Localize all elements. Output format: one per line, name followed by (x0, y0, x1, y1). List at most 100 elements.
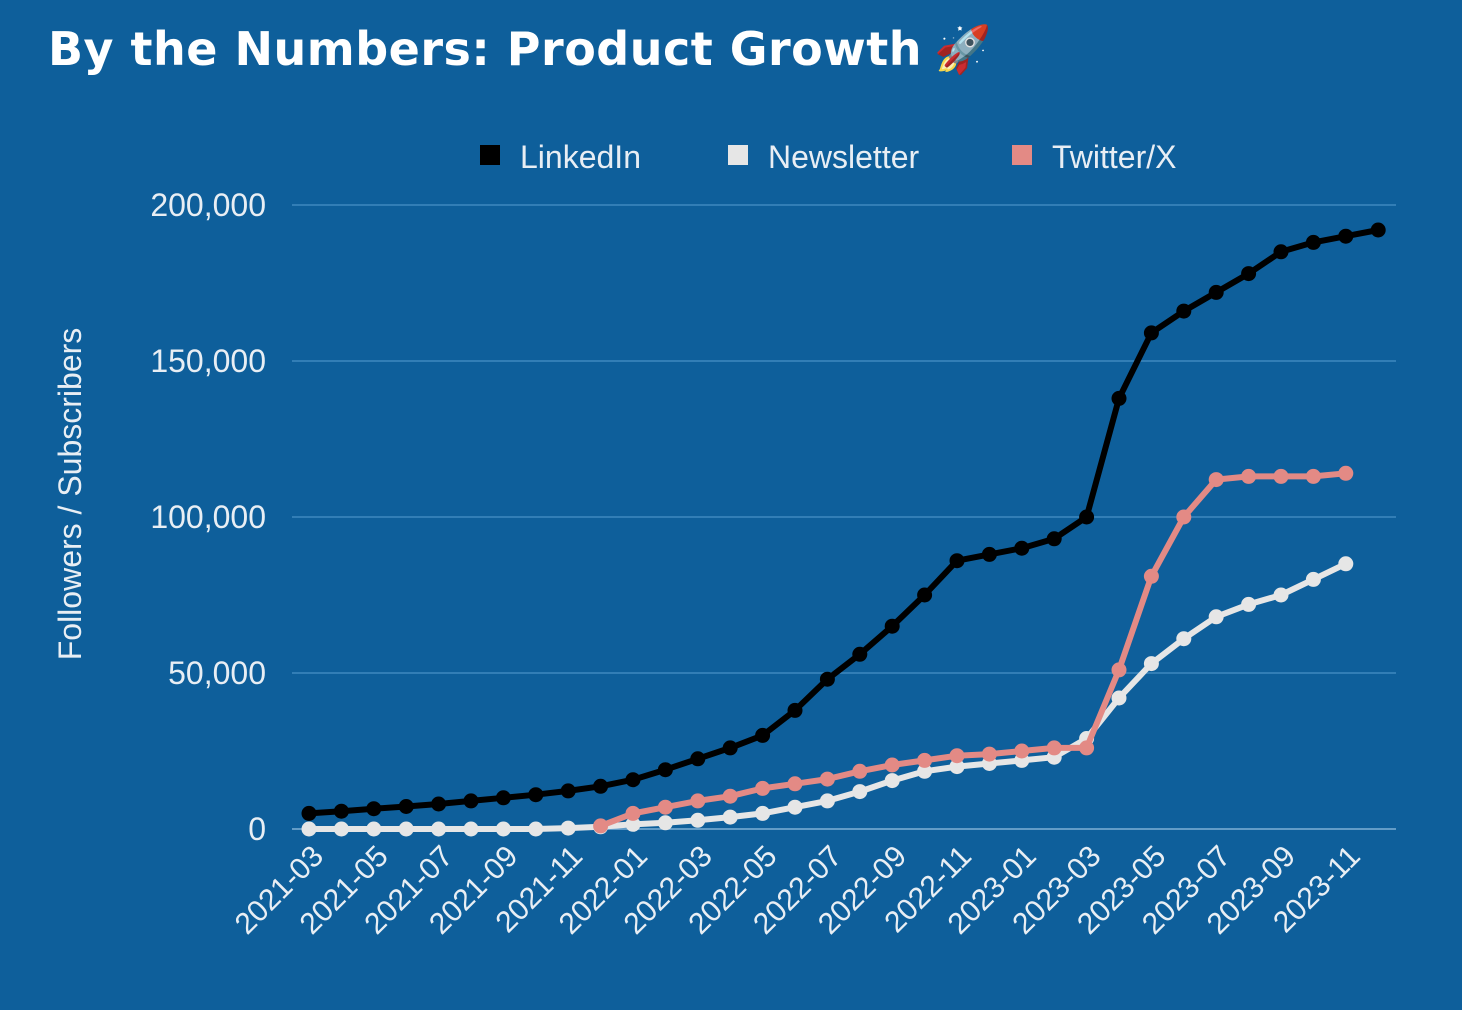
data-point (852, 784, 868, 800)
data-point (917, 763, 933, 779)
data-point (625, 772, 641, 788)
data-point (1143, 325, 1159, 341)
data-point (1176, 509, 1192, 525)
chart-title-text: By the Numbers: Product Growth (48, 22, 923, 76)
data-point (560, 783, 576, 799)
data-point (1014, 540, 1030, 556)
data-point (819, 771, 835, 787)
data-point (1208, 472, 1224, 488)
data-point (1176, 631, 1192, 647)
data-point (981, 546, 997, 562)
series-line (306, 560, 1349, 832)
chart-title: By the Numbers: Product Growth 🚀 (48, 22, 992, 77)
data-point (1079, 509, 1095, 525)
data-point (1305, 468, 1321, 484)
data-point (884, 773, 900, 789)
data-point (1370, 222, 1386, 238)
data-point (1338, 465, 1354, 481)
data-point (755, 727, 771, 743)
data-point (1338, 228, 1354, 244)
data-point (1241, 266, 1257, 282)
data-point (949, 748, 965, 764)
data-point (690, 812, 706, 828)
legend-swatch (480, 145, 500, 165)
data-point (398, 799, 414, 814)
series-line (306, 227, 1382, 817)
y-tick-label: 150,000 (150, 343, 266, 379)
data-point (852, 646, 868, 662)
data-point (1111, 662, 1127, 678)
data-point (431, 821, 447, 837)
data-point (301, 821, 317, 837)
legend-label: Twitter/X (1052, 139, 1176, 175)
data-point (1273, 587, 1289, 603)
y-tick-label: 50,000 (168, 655, 266, 691)
data-point (1273, 468, 1289, 484)
data-point (657, 762, 673, 778)
data-point (1208, 284, 1224, 300)
data-point (1305, 571, 1321, 587)
y-axis-label: Followers / Subscribers (52, 328, 88, 661)
data-point (625, 805, 641, 821)
data-point (301, 805, 317, 821)
data-point (690, 751, 706, 767)
data-point (722, 788, 738, 804)
y-tick-label: 100,000 (150, 499, 266, 535)
data-point (949, 553, 965, 569)
data-point (722, 740, 738, 756)
legend-swatch (728, 145, 748, 165)
data-point (884, 618, 900, 634)
data-point (560, 820, 576, 836)
data-point (1305, 234, 1321, 250)
data-point (431, 796, 447, 812)
data-point (528, 787, 544, 803)
data-point (1143, 656, 1159, 672)
data-point (366, 801, 382, 817)
y-tick-label: 200,000 (150, 187, 266, 223)
data-point (495, 790, 511, 806)
data-point (852, 763, 868, 779)
data-point (1046, 740, 1062, 756)
data-point (884, 757, 900, 773)
data-point (819, 671, 835, 687)
data-point (1241, 468, 1257, 484)
data-point (625, 816, 641, 832)
data-point (333, 803, 349, 819)
data-point (528, 821, 544, 837)
data-point (917, 587, 933, 603)
data-point (722, 809, 738, 825)
data-point (333, 821, 349, 837)
data-point (463, 821, 479, 837)
data-point (1176, 303, 1192, 319)
data-point (1143, 568, 1159, 584)
data-point (787, 776, 803, 792)
data-point (1241, 596, 1257, 612)
data-point (1046, 531, 1062, 547)
legend-swatch (1012, 145, 1032, 165)
rocket-icon: 🚀 (934, 22, 992, 76)
data-point (1338, 556, 1354, 572)
legend-label: Newsletter (768, 139, 920, 175)
data-point (1111, 390, 1127, 406)
data-point (366, 821, 382, 837)
data-point (593, 818, 609, 834)
data-point (1111, 690, 1127, 706)
data-point (398, 821, 414, 837)
data-point (657, 799, 673, 815)
data-point (593, 778, 609, 794)
data-point (1079, 740, 1095, 756)
data-point (495, 821, 511, 837)
data-point (463, 793, 479, 809)
data-point (787, 799, 803, 815)
y-tick-label: 0 (248, 811, 266, 847)
data-point (690, 793, 706, 809)
data-point (657, 815, 673, 831)
data-point (787, 702, 803, 718)
series-line (597, 470, 1349, 829)
data-point (1273, 244, 1289, 260)
data-point (755, 780, 771, 796)
legend-label: LinkedIn (520, 139, 641, 175)
data-point (917, 752, 933, 768)
data-point (949, 759, 965, 775)
